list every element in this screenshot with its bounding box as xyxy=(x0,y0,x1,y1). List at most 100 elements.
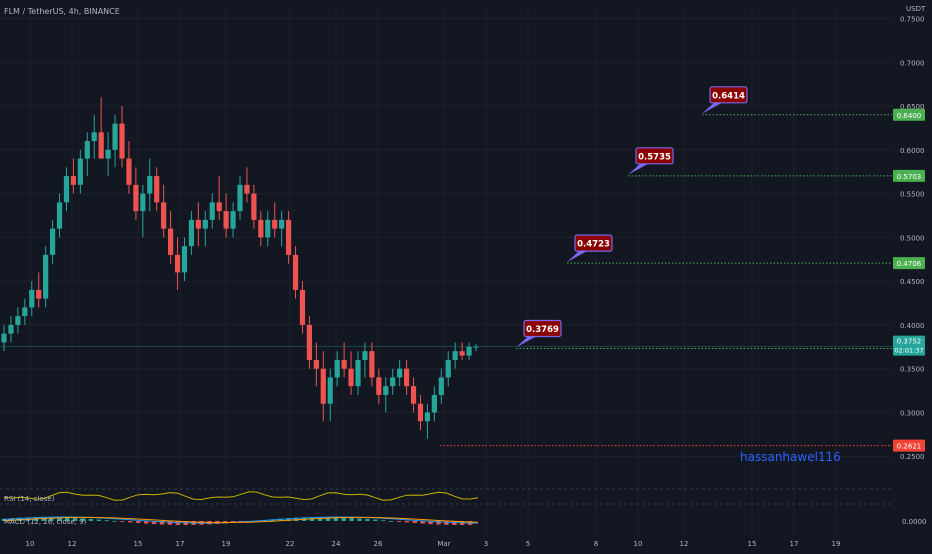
macd-histogram-bar xyxy=(72,517,78,521)
candle-body[interactable] xyxy=(390,377,396,387)
y-tick-label: 0.6000 xyxy=(900,147,925,155)
candle-body[interactable] xyxy=(188,219,195,247)
candle-body[interactable] xyxy=(410,386,417,404)
macd-histogram-bar xyxy=(120,521,125,522)
callout-box xyxy=(709,86,748,104)
candle-body[interactable] xyxy=(133,184,139,212)
candle-body[interactable] xyxy=(424,412,431,422)
candle-body[interactable] xyxy=(376,377,382,395)
y-tick-label: 0.7000 xyxy=(900,59,925,67)
last-price-text: 0.3752 xyxy=(897,338,922,346)
candle-body[interactable] xyxy=(154,176,160,203)
candle-body[interactable] xyxy=(84,141,90,159)
candle-body[interactable] xyxy=(98,132,104,159)
macd-histogram-bar xyxy=(88,518,94,521)
time-axis[interactable]: 10 12 15 17 19 22 24 26 Mar 3 5 8 10 12 15 17 19 xyxy=(26,540,841,548)
candle-body[interactable] xyxy=(285,219,292,255)
candle-body[interactable] xyxy=(49,228,56,255)
candle-body[interactable] xyxy=(473,346,479,348)
candle-body[interactable] xyxy=(272,219,278,229)
candle-body[interactable] xyxy=(320,368,326,404)
candle-body[interactable] xyxy=(466,346,472,356)
callout-pointer xyxy=(516,336,536,348)
candle-body[interactable] xyxy=(112,123,118,150)
candle-body[interactable] xyxy=(279,219,285,229)
candle-body[interactable] xyxy=(438,377,444,395)
candle-body[interactable] xyxy=(147,176,153,194)
candle-body[interactable] xyxy=(459,351,465,356)
level-axis-text: 0.6400 xyxy=(897,112,922,120)
candle-body[interactable] xyxy=(341,359,347,369)
candle-body[interactable] xyxy=(230,211,236,229)
candles[interactable] xyxy=(1,97,479,439)
macd-histogram-bar xyxy=(444,521,449,525)
level-axis-tag xyxy=(893,108,925,121)
x-tick-label: 3 xyxy=(484,540,488,548)
candle-body[interactable] xyxy=(299,289,306,325)
candle-body[interactable] xyxy=(105,149,111,159)
candle-body[interactable] xyxy=(355,359,361,387)
candle-body[interactable] xyxy=(8,324,14,334)
candle-body[interactable] xyxy=(216,202,222,212)
candle-body[interactable] xyxy=(22,307,28,317)
candle-body[interactable] xyxy=(251,193,257,220)
candle-body[interactable] xyxy=(369,351,375,378)
candle-body[interactable] xyxy=(334,359,340,378)
last-price-tag xyxy=(893,335,925,356)
candle-body[interactable] xyxy=(383,386,389,395)
candle-body[interactable] xyxy=(167,228,174,255)
price-levels xyxy=(0,114,892,447)
candle-body[interactable] xyxy=(29,289,35,308)
macd-histogram-bar xyxy=(349,517,354,521)
macd-histogram-bar xyxy=(128,521,133,523)
price-axis[interactable]: 0.7500 0.7000 0.6500 0.6000 0.5500 0.5000 0.45… xyxy=(893,16,925,462)
symbol-title: FLM / TetherUS, 4h, BINANCE xyxy=(4,7,120,16)
candle-body[interactable] xyxy=(202,219,208,229)
candle-body[interactable] xyxy=(70,176,77,185)
candle-body[interactable] xyxy=(237,184,243,212)
candle-body[interactable] xyxy=(161,202,167,229)
candle-body[interactable] xyxy=(36,289,42,299)
candle-body[interactable] xyxy=(1,333,7,343)
candle-body[interactable] xyxy=(15,316,21,325)
x-tick-label: Mar xyxy=(437,540,450,548)
candle-body[interactable] xyxy=(362,351,368,360)
macd-histogram-bar xyxy=(159,521,165,525)
candle-body[interactable] xyxy=(327,377,333,404)
candle-body[interactable] xyxy=(348,368,354,387)
callout-pointer xyxy=(702,102,722,114)
candle-body[interactable] xyxy=(452,351,458,360)
candle-body[interactable] xyxy=(265,219,271,238)
candle-body[interactable] xyxy=(91,132,97,142)
candle-body[interactable] xyxy=(63,176,70,203)
candle-body[interactable] xyxy=(181,246,188,273)
candle-body[interactable] xyxy=(431,394,437,413)
candle-body[interactable] xyxy=(209,202,215,220)
candle-body[interactable] xyxy=(445,359,451,378)
candle-body[interactable] xyxy=(244,184,250,194)
candle-body[interactable] xyxy=(417,403,424,422)
candle-body[interactable] xyxy=(77,158,83,185)
x-tick-label: 15 xyxy=(748,540,757,548)
candle-body[interactable] xyxy=(126,158,132,185)
candle-body[interactable] xyxy=(223,211,229,229)
macd-histogram-bar xyxy=(286,518,291,521)
candle-body[interactable] xyxy=(195,219,201,229)
candle-body[interactable] xyxy=(397,368,403,378)
candle-body[interactable] xyxy=(140,193,146,212)
macd-signal-line xyxy=(3,516,479,524)
candle-body[interactable] xyxy=(174,254,181,273)
candle-body[interactable] xyxy=(258,219,264,238)
candle-body[interactable] xyxy=(306,324,313,360)
callout-text: 0.3769 xyxy=(526,325,559,335)
macd-histogram-bar xyxy=(420,521,425,524)
candle-body[interactable] xyxy=(292,254,299,290)
candle-body[interactable] xyxy=(119,123,125,159)
macd-histogram-bar xyxy=(9,518,15,521)
candle-body[interactable] xyxy=(403,368,410,387)
candle-body[interactable] xyxy=(313,359,319,369)
candle-body[interactable] xyxy=(56,202,63,229)
candle-body[interactable] xyxy=(43,254,49,299)
